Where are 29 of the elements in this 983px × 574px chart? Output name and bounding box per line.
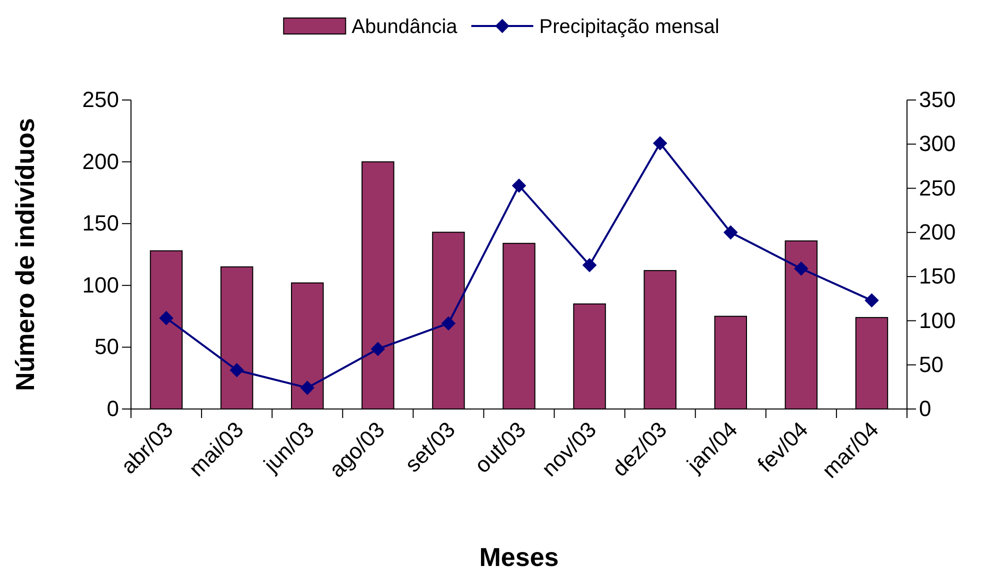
point	[512, 178, 526, 193]
point	[159, 310, 174, 326]
point	[652, 136, 668, 150]
point	[370, 342, 386, 356]
point	[723, 225, 738, 240]
y-tick-label: 150	[82, 210, 119, 236]
y-tick-label: 200	[82, 148, 119, 174]
y2-tick-label: 250	[919, 175, 956, 200]
point	[441, 316, 456, 331]
y2-tick-label: 200	[919, 219, 956, 244]
y2-tick-label: 300	[919, 131, 956, 156]
legend-label: Precipitação mensal	[539, 16, 720, 38]
point	[230, 363, 244, 378]
y2-tick-label: 350	[919, 87, 956, 112]
y2-tick-label: 150	[919, 264, 956, 289]
legend-label: Abundância	[352, 16, 458, 38]
y-tick-label: 50	[94, 334, 119, 360]
y-tick-label: 0	[106, 396, 119, 422]
y2-tick-label: 50	[919, 352, 944, 377]
point	[864, 293, 879, 308]
x-axis-title: Meses	[479, 542, 559, 572]
y-tick-label: 250	[82, 87, 119, 112]
point	[300, 380, 315, 395]
y-tick-label: 100	[82, 272, 119, 298]
point	[794, 261, 808, 276]
point	[582, 258, 597, 272]
y2-tick-label: 0	[919, 396, 932, 422]
y2-tick-label: 100	[919, 308, 956, 333]
y-axis-title: Número de indivíduos	[10, 118, 40, 392]
